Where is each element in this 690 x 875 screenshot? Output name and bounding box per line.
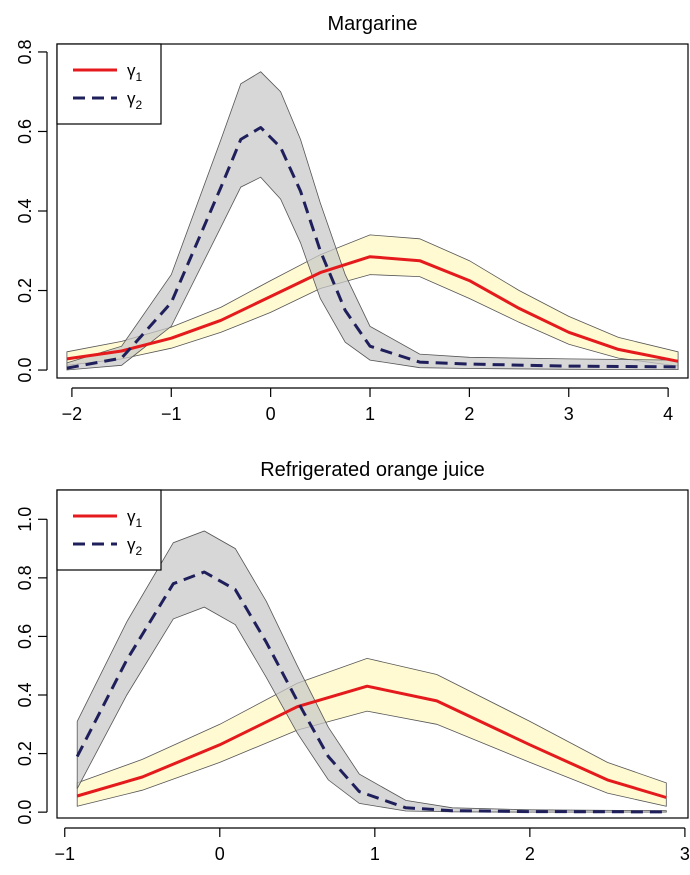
series-line-1 [76,684,667,799]
y-tick-label: 0.8 [15,565,35,590]
plot-area [66,71,679,371]
chart-title: Margarine [327,13,417,35]
y-tick-label: 0.2 [15,741,35,766]
x-tick-label: 2 [525,844,535,864]
y-tick-label: 0.4 [15,682,35,707]
x-tick-label: 1 [370,844,380,864]
x-axis: −2 −1 0 1 2 3 4 [62,387,673,424]
legend-box [56,43,162,125]
series-line-2 [75,570,667,814]
y-tick-label: 0.4 [15,198,35,223]
legend-label-1: γ1 [127,507,143,530]
y-tick-label: 0.2 [15,278,35,303]
x-tick-label: −1 [161,404,182,424]
x-axis: −1 0 1 2 3 [54,827,690,864]
series-line-1 [66,255,679,363]
plot-frame [56,43,689,379]
confidence-band-2 [76,530,667,813]
y-axis: 0.0 0.2 0.4 0.6 0.8 1.0 [15,507,48,825]
x-tick-label: 0 [215,844,225,864]
chart-title: Refrigerated orange juice [260,459,485,481]
x-tick-label: 4 [663,404,673,424]
y-tick-label: 0.6 [15,119,35,144]
y-tick-label: 0.0 [15,800,35,825]
x-tick-label: −2 [62,404,83,424]
legend-box [56,489,162,571]
y-tick-label: 1.0 [15,507,35,532]
legend-label-1: γ1 [127,61,143,84]
series-line-2 [66,126,679,370]
x-tick-label: 3 [564,404,574,424]
legend-label-2: γ2 [127,535,143,558]
x-tick-label: 1 [365,404,375,424]
x-tick-label: 2 [464,404,474,424]
chart-panel-2: Refrigerated orange juice −1 0 1 2 3 0.0 0.2 0.4… [15,459,690,864]
plot-frame [56,489,689,819]
y-axis: 0.0 0.2 0.4 0.6 0.8 [15,39,48,383]
y-tick-label: 0.0 [15,358,35,383]
x-tick-label: 3 [680,844,690,864]
y-tick-label: 0.8 [15,39,35,64]
plot-area [75,530,667,814]
confidence-band-2 [66,71,679,371]
x-tick-label: 0 [266,404,276,424]
legend-label-2: γ2 [127,89,143,112]
y-tick-label: 0.6 [15,624,35,649]
x-tick-label: −1 [54,844,75,864]
